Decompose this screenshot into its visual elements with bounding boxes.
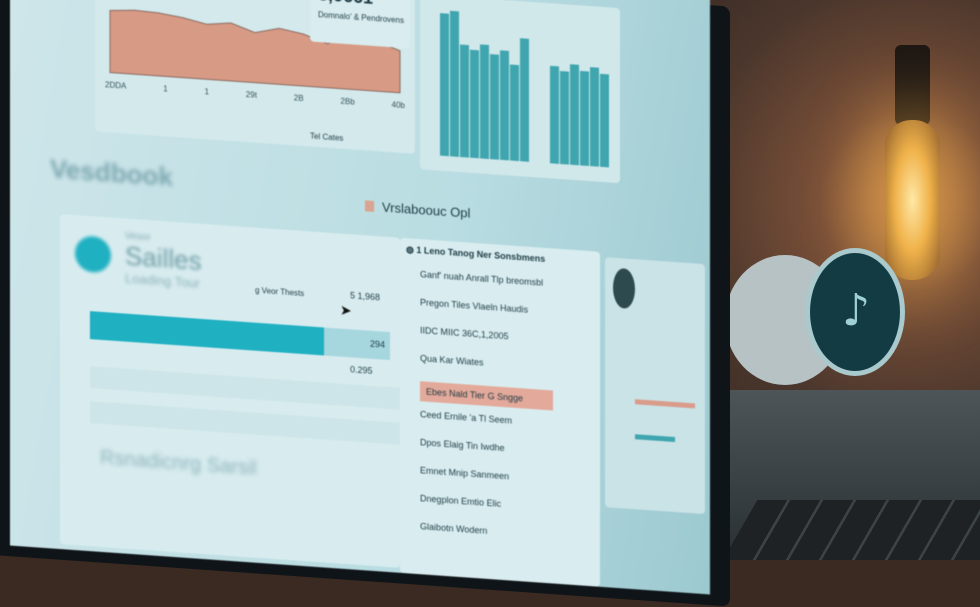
bar bbox=[590, 67, 599, 167]
kpi-value: 5,0661 bbox=[318, 0, 373, 9]
list-header: ◍ 1 Leno Tanog Ner Sonsbmens bbox=[406, 244, 545, 265]
lamp-shade bbox=[895, 45, 930, 125]
kpi-card: 5,0661 Domnalo' & Pendrovens bbox=[310, 0, 410, 49]
list-item[interactable]: Dpos Elaig Tin Iwdhe bbox=[420, 437, 505, 454]
bar bbox=[580, 70, 589, 167]
bar bbox=[440, 13, 449, 157]
bar bbox=[460, 44, 469, 158]
bar bbox=[510, 64, 519, 162]
sales-avatar-icon bbox=[75, 235, 111, 274]
sales-progress-fill bbox=[90, 311, 324, 356]
x-tick-label: 2Bb bbox=[340, 96, 355, 107]
list-item[interactable]: Ceed Ernile 'a Tl Seem bbox=[420, 409, 513, 426]
speaker-face: ♪ bbox=[805, 248, 905, 376]
keyboard bbox=[722, 500, 980, 560]
activity-list: ◍ 1 Leno Tanog Ner Sonsbmens Ganf' nuah … bbox=[400, 237, 600, 587]
list-item[interactable]: Ganf' nuah Anrall Tlp breomsbl bbox=[420, 269, 544, 288]
music-note-icon: ♪ bbox=[842, 285, 871, 336]
bar bbox=[550, 65, 559, 164]
sales-card: Vesor Sailles Loading Tour g Veor Thests… bbox=[60, 214, 400, 568]
bar bbox=[480, 44, 489, 160]
x-tick-label: 1 bbox=[163, 84, 168, 94]
side-bar-salmon bbox=[635, 399, 695, 409]
mouse-cursor-icon: ➤ bbox=[340, 301, 352, 319]
side-bar-teal bbox=[635, 434, 675, 443]
list-item[interactable]: IIDC MIIC 36C,1,2005 bbox=[420, 325, 509, 342]
bar bbox=[500, 50, 509, 161]
profile-avatar bbox=[613, 267, 635, 310]
bar bbox=[560, 70, 569, 165]
bar-chart bbox=[440, 10, 609, 168]
x-tick-label: 40b bbox=[391, 100, 405, 111]
bar bbox=[470, 49, 479, 159]
list-header-text: 1 Leno Tanog Ner Sonsbmens bbox=[416, 244, 546, 264]
x-tick-label: 29t bbox=[245, 90, 257, 100]
bar bbox=[450, 10, 459, 157]
globe-icon: ◍ bbox=[406, 244, 417, 255]
legend-swatch bbox=[365, 200, 374, 212]
bar bbox=[600, 73, 609, 168]
footer-title: Rsnadicnrg Sarsil bbox=[100, 446, 257, 480]
list-item[interactable]: Glaibotn Wodern bbox=[420, 521, 488, 536]
list-item[interactable]: Qua Kar Wiates bbox=[420, 353, 484, 368]
sales-secondary: 0.295 bbox=[350, 364, 373, 376]
lamp-bulb bbox=[885, 120, 940, 280]
x-tick-label: 1 bbox=[204, 87, 209, 97]
section-title: Vesdbook bbox=[50, 153, 173, 192]
dashboard-screen: 2DDA 1 1 29t 2B 2Bb 40b Tel Cates 5,0661 Domna… bbox=[10, 0, 710, 595]
list-item[interactable]: Pregon Tiles Vlaeln Haudis bbox=[420, 297, 529, 315]
area-caption: Tel Cates bbox=[310, 131, 344, 143]
side-panel bbox=[605, 257, 705, 515]
kpi-label: Domnalo' & Pendrovens bbox=[318, 10, 405, 26]
sales-count: 5 1,968 bbox=[350, 290, 381, 303]
sales-filter[interactable]: g Veor Thests bbox=[255, 285, 305, 299]
bar bbox=[570, 64, 579, 166]
legend-label: Vrslaboouc Opl bbox=[382, 199, 471, 221]
bar bbox=[520, 38, 529, 162]
x-tick-label: 2DDA bbox=[105, 80, 127, 91]
list-item[interactable]: Emnet Mnip Sanmeen bbox=[420, 465, 510, 482]
sales-row bbox=[90, 401, 400, 445]
list-item[interactable]: Ebes Nald Tier G Sngge bbox=[420, 381, 554, 411]
x-tick-label: 2B bbox=[293, 93, 304, 104]
sales-progress-value: 294 bbox=[369, 338, 385, 350]
list-item[interactable]: Dnegplon Emtio Elic bbox=[420, 493, 502, 509]
bar bbox=[490, 54, 499, 160]
bar-chart-card bbox=[420, 0, 620, 184]
